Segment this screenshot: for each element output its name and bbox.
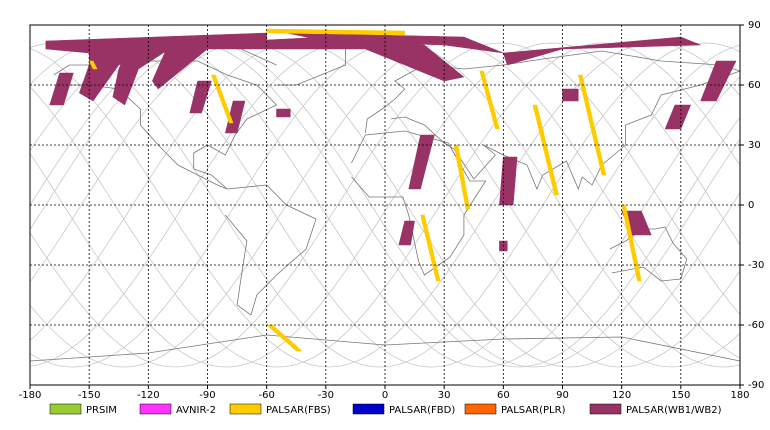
legend-swatch	[229, 403, 262, 415]
legend-label: PALSAR(FBS)	[266, 405, 331, 416]
swath	[276, 108, 291, 118]
x-tick-label: -150	[78, 390, 101, 401]
legend-swatch	[352, 403, 385, 415]
x-tick-label: -180	[19, 390, 42, 401]
y-tick-label: 30	[748, 140, 761, 151]
y-tick-label: 60	[748, 80, 761, 91]
x-tick-label: 180	[730, 390, 749, 401]
swath	[479, 70, 500, 130]
swath	[499, 156, 518, 206]
swath	[211, 74, 234, 124]
swath	[112, 36, 188, 106]
swath	[88, 60, 98, 70]
x-tick-label: 120	[612, 390, 631, 401]
swath	[453, 144, 471, 210]
swath	[420, 214, 441, 282]
swath	[408, 134, 435, 190]
x-tick-label: -30	[318, 390, 334, 401]
x-tick-label: -60	[258, 390, 274, 401]
legend-label: PALSAR(FBD)	[389, 405, 455, 416]
x-tick-label: -120	[137, 390, 160, 401]
legend-swatch	[589, 403, 622, 415]
x-tick-label: 0	[382, 390, 388, 401]
legend-label: AVNIR-2	[176, 405, 216, 416]
legend-swatch	[139, 403, 172, 415]
swath	[577, 74, 607, 176]
legend-label: PRSIM	[86, 405, 117, 416]
coastline	[351, 130, 487, 276]
swath	[189, 80, 212, 114]
y-tick-label: -30	[748, 260, 764, 271]
swath	[49, 72, 74, 106]
legend-swatch	[464, 403, 497, 415]
y-tick-label: -90	[748, 380, 764, 391]
x-tick-label: 150	[671, 390, 690, 401]
swath	[621, 204, 642, 282]
swath	[224, 100, 246, 134]
y-tick-label: -60	[748, 320, 764, 331]
swath	[398, 220, 415, 246]
x-tick-label: 90	[556, 390, 569, 401]
swath	[700, 60, 737, 102]
swath	[286, 32, 504, 54]
x-tick-label: -90	[199, 390, 215, 401]
swath	[266, 28, 405, 36]
legend-label: PALSAR(WB1/WB2)	[626, 405, 722, 416]
swath	[502, 36, 701, 66]
legend-label: PALSAR(PLR)	[501, 405, 566, 416]
swath	[532, 104, 559, 196]
swath	[562, 88, 579, 102]
y-tick-label: 0	[748, 200, 754, 211]
x-tick-label: 60	[497, 390, 510, 401]
x-tick-label: 30	[438, 390, 451, 401]
y-tick-label: 90	[748, 20, 761, 31]
legend-swatch	[49, 403, 82, 415]
